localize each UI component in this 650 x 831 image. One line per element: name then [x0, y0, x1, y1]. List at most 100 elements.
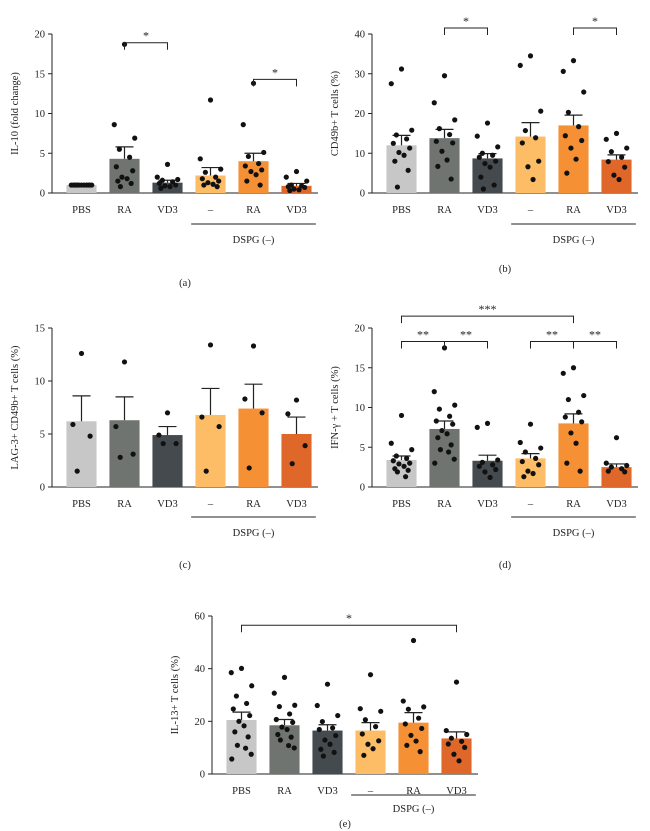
data-point — [402, 721, 408, 727]
data-point — [376, 738, 382, 744]
data-point — [445, 741, 451, 747]
x-tick-label: VD3 — [157, 499, 177, 510]
x-tick-label: VD3 — [477, 205, 497, 216]
data-point — [437, 447, 444, 453]
data-point — [445, 449, 452, 455]
y-tick-label: 15 — [35, 69, 46, 80]
data-point — [284, 726, 290, 733]
data-point — [132, 135, 138, 141]
y-tick-label: 0 — [200, 770, 205, 781]
panel-label: (a) — [179, 278, 191, 289]
data-point — [85, 182, 91, 188]
data-point — [404, 455, 410, 461]
data-point — [443, 727, 449, 734]
y-tick-label: 10 — [355, 403, 366, 414]
data-point — [173, 182, 179, 188]
data-point — [320, 753, 327, 759]
data-point — [234, 742, 241, 748]
data-point — [525, 468, 531, 474]
data-point — [527, 421, 534, 427]
x-tick-label: – — [207, 499, 214, 510]
data-point — [407, 460, 413, 466]
data-point — [416, 715, 422, 721]
data-point — [456, 758, 462, 764]
significance-label: * — [143, 29, 149, 43]
data-point — [432, 460, 438, 466]
bar — [601, 159, 632, 193]
data-point — [479, 459, 485, 465]
panel-label: (e) — [339, 819, 351, 830]
y-tick-label: 20 — [355, 109, 366, 120]
data-point — [402, 474, 409, 480]
data-point — [229, 756, 235, 762]
data-point — [619, 154, 625, 160]
data-point — [495, 144, 501, 150]
data-point — [271, 690, 277, 696]
data-point — [378, 708, 384, 714]
data-point — [453, 679, 460, 685]
data-point — [288, 734, 294, 740]
data-point — [248, 168, 254, 175]
data-point — [448, 442, 454, 448]
y-tick-label: 20 — [355, 324, 366, 335]
data-point — [474, 424, 480, 430]
significance-bracket — [401, 315, 574, 324]
data-point — [245, 153, 251, 160]
panel-c-chart: 0 5 10 15 LAG-3+ CD49b+ T cells (%) PBS RA VD3 –… — [10, 324, 318, 571]
data-point — [127, 154, 133, 160]
data-point — [536, 158, 542, 164]
significance-bracket — [444, 27, 488, 36]
data-point — [160, 440, 166, 447]
bar — [558, 423, 589, 487]
x-tick-label: VD3 — [286, 205, 306, 216]
significance-bracket — [444, 341, 488, 349]
significance-label: ** — [546, 328, 558, 342]
data-point — [390, 458, 396, 464]
significance-label: * — [463, 14, 469, 28]
data-point — [538, 445, 544, 451]
y-tick-label: 60 — [195, 612, 206, 623]
data-point — [216, 178, 222, 184]
data-point — [365, 741, 371, 747]
data-point — [527, 53, 534, 59]
x-tick-label: VD3 — [477, 499, 497, 510]
bar — [152, 182, 183, 193]
data-point — [156, 432, 162, 438]
significance-label: ** — [460, 328, 472, 342]
data-point — [130, 451, 136, 457]
x-tick-label: – — [367, 786, 374, 797]
data-point — [164, 161, 171, 167]
data-point — [451, 456, 457, 462]
data-point — [318, 746, 324, 752]
data-point — [370, 746, 376, 752]
panel-label: (d) — [499, 560, 512, 571]
data-point — [410, 637, 417, 644]
significance-label: ** — [417, 328, 429, 342]
data-point — [562, 414, 568, 420]
y-tick-label: 15 — [355, 363, 366, 374]
data-point — [128, 180, 134, 187]
data-point — [487, 474, 493, 481]
y-tick-label: 0 — [40, 189, 45, 200]
data-point — [480, 186, 487, 192]
data-point — [292, 702, 298, 708]
panel-a-chart: 0 5 10 15 20 IL-10 (fold change) PBS RA VD3 – RA VD… — [10, 29, 318, 289]
data-point — [519, 140, 525, 146]
data-point — [276, 703, 282, 710]
data-point — [335, 712, 341, 719]
x-tick-label: PBS — [392, 205, 411, 216]
significance-bracket — [401, 341, 445, 349]
data-point — [207, 97, 214, 103]
y-tick-label: 10 — [35, 109, 46, 120]
data-point — [573, 156, 579, 162]
data-point — [533, 455, 539, 461]
data-point — [517, 62, 523, 69]
x-tick-label: RA — [406, 786, 421, 797]
significance-label: * — [592, 14, 598, 28]
y-tick-label: 40 — [195, 664, 206, 675]
data-point — [479, 150, 485, 156]
significance-bracket — [124, 42, 168, 50]
data-point — [570, 365, 577, 371]
x-tick-label: VD3 — [157, 205, 177, 216]
data-point — [233, 693, 239, 699]
